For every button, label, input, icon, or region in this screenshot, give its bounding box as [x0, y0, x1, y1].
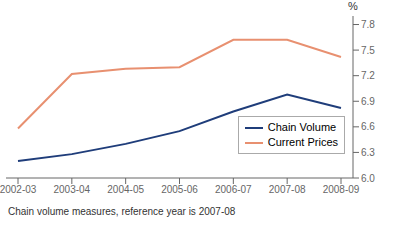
- svg-text:6.3: 6.3: [361, 147, 375, 158]
- svg-text:2005-06: 2005-06: [161, 184, 198, 195]
- svg-text:6.6: 6.6: [361, 121, 375, 132]
- svg-text:7.8: 7.8: [361, 19, 375, 30]
- svg-text:2007-08: 2007-08: [269, 184, 306, 195]
- svg-text:6.9: 6.9: [361, 96, 375, 107]
- svg-text:7.2: 7.2: [361, 70, 375, 81]
- html-text:Current Prices: Current Prices: [267, 136, 338, 148]
- html-text:Chain volume measures, referen: Chain volume measures, reference year is…: [8, 206, 236, 217]
- svg-text:2002-03: 2002-03: [8, 184, 37, 195]
- svg-text:7.5: 7.5: [361, 45, 375, 56]
- html-text:Chain Volume: Chain Volume: [267, 121, 337, 133]
- svg-text:2004-05: 2004-05: [107, 184, 144, 195]
- svg-text:2008-09: 2008-09: [323, 184, 360, 195]
- svg-text:6.0: 6.0: [361, 173, 375, 184]
- svg-text:2006-07: 2006-07: [215, 184, 252, 195]
- svg-text:2003-04: 2003-04: [53, 184, 90, 195]
